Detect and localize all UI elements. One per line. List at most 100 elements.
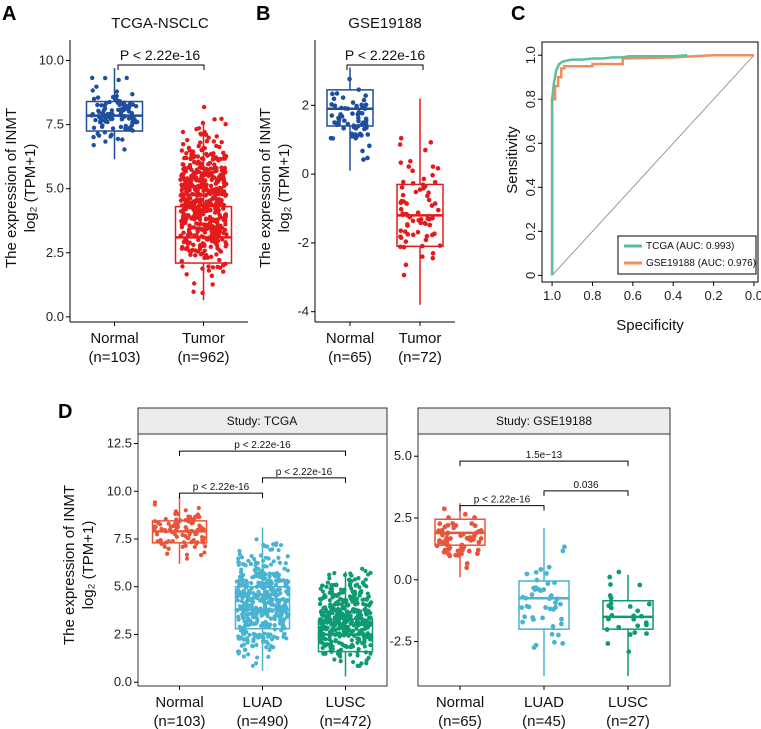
x-category-label: LUAD xyxy=(524,694,564,711)
data-point xyxy=(363,650,369,655)
y-tick-label: 10.0 xyxy=(39,53,64,68)
data-point xyxy=(189,167,194,172)
data-point xyxy=(213,186,219,192)
data-point xyxy=(211,218,216,224)
data-point xyxy=(237,552,242,557)
comparison-pvalue: 0.036 xyxy=(573,480,598,491)
y-tick-label: 0.0 xyxy=(394,572,412,587)
data-point xyxy=(317,602,323,607)
data-point xyxy=(212,117,217,122)
data-point xyxy=(319,610,324,615)
data-point xyxy=(135,119,140,125)
data-point xyxy=(403,262,409,268)
data-point xyxy=(637,582,643,588)
data-point xyxy=(359,588,364,594)
reference-diagonal xyxy=(551,54,755,276)
data-point xyxy=(260,639,266,644)
data-point xyxy=(359,122,365,128)
data-point xyxy=(522,614,528,620)
comparison-bracket xyxy=(459,505,545,511)
data-point xyxy=(330,604,335,609)
data-point xyxy=(328,617,333,622)
data-point xyxy=(543,605,549,610)
data-point xyxy=(458,533,464,538)
data-point xyxy=(475,551,480,557)
data-point xyxy=(430,255,436,261)
data-point xyxy=(267,633,272,638)
data-point xyxy=(103,116,108,122)
panel-a-ylabel-unit: log₂ (TPM+1) xyxy=(22,144,39,233)
data-point xyxy=(276,555,281,560)
data-point xyxy=(193,253,198,258)
data-point xyxy=(108,116,114,122)
data-point xyxy=(444,540,449,546)
data-point xyxy=(346,602,351,608)
comparison-bracket xyxy=(262,477,346,483)
data-point xyxy=(362,126,367,132)
data-point xyxy=(197,217,203,222)
data-point xyxy=(326,637,332,642)
data-point xyxy=(238,570,244,575)
y-tick-label: 10.0 xyxy=(107,483,132,498)
data-point xyxy=(124,75,129,81)
y-tick-label: 0.6 xyxy=(523,134,538,152)
data-point xyxy=(216,158,221,163)
data-point xyxy=(560,548,566,554)
data-point xyxy=(268,562,274,567)
data-point xyxy=(267,647,272,652)
y-tick-label: 0.2 xyxy=(523,222,538,240)
data-point xyxy=(277,560,283,565)
data-point xyxy=(240,595,245,600)
data-point xyxy=(219,140,224,145)
data-point xyxy=(322,636,328,642)
panel-b-title: GSE19188 xyxy=(348,15,421,32)
data-point xyxy=(364,661,369,666)
data-point xyxy=(420,243,425,249)
data-point xyxy=(219,186,224,191)
data-point xyxy=(212,210,218,215)
data-point xyxy=(185,213,191,219)
comparison-bracket xyxy=(179,492,263,499)
data-point xyxy=(462,511,468,517)
data-point xyxy=(183,508,188,513)
data-point xyxy=(202,550,207,555)
data-point xyxy=(398,135,404,141)
data-point xyxy=(114,89,120,94)
data-point xyxy=(180,244,185,250)
data-point xyxy=(210,265,216,270)
data-point xyxy=(422,220,428,226)
data-point xyxy=(91,125,97,131)
data-point xyxy=(246,590,251,595)
data-point xyxy=(644,631,649,636)
data-point xyxy=(180,264,185,269)
data-point xyxy=(272,627,278,632)
data-point xyxy=(203,216,209,221)
data-point xyxy=(241,610,246,615)
data-point xyxy=(115,136,121,142)
data-point xyxy=(520,619,526,625)
data-point xyxy=(329,113,335,118)
data-point xyxy=(197,140,203,145)
data-point xyxy=(178,177,183,182)
x-sample-size-label: (n=962) xyxy=(177,349,229,366)
data-point xyxy=(430,164,436,169)
data-point xyxy=(467,536,472,542)
data-point xyxy=(203,185,209,191)
data-point xyxy=(282,602,287,607)
data-point xyxy=(365,619,370,624)
data-point xyxy=(363,102,369,108)
data-point xyxy=(265,624,270,629)
data-point xyxy=(196,505,201,511)
data-point xyxy=(185,245,190,251)
data-point xyxy=(240,591,245,596)
data-point xyxy=(184,155,189,161)
panel-label-d: D xyxy=(58,401,72,423)
data-point xyxy=(212,162,217,167)
data-point xyxy=(203,253,209,258)
data-point xyxy=(321,651,326,656)
data-point xyxy=(558,601,563,607)
data-point xyxy=(203,192,209,198)
data-point xyxy=(348,571,353,576)
data-point xyxy=(202,178,208,183)
data-point xyxy=(185,232,191,237)
